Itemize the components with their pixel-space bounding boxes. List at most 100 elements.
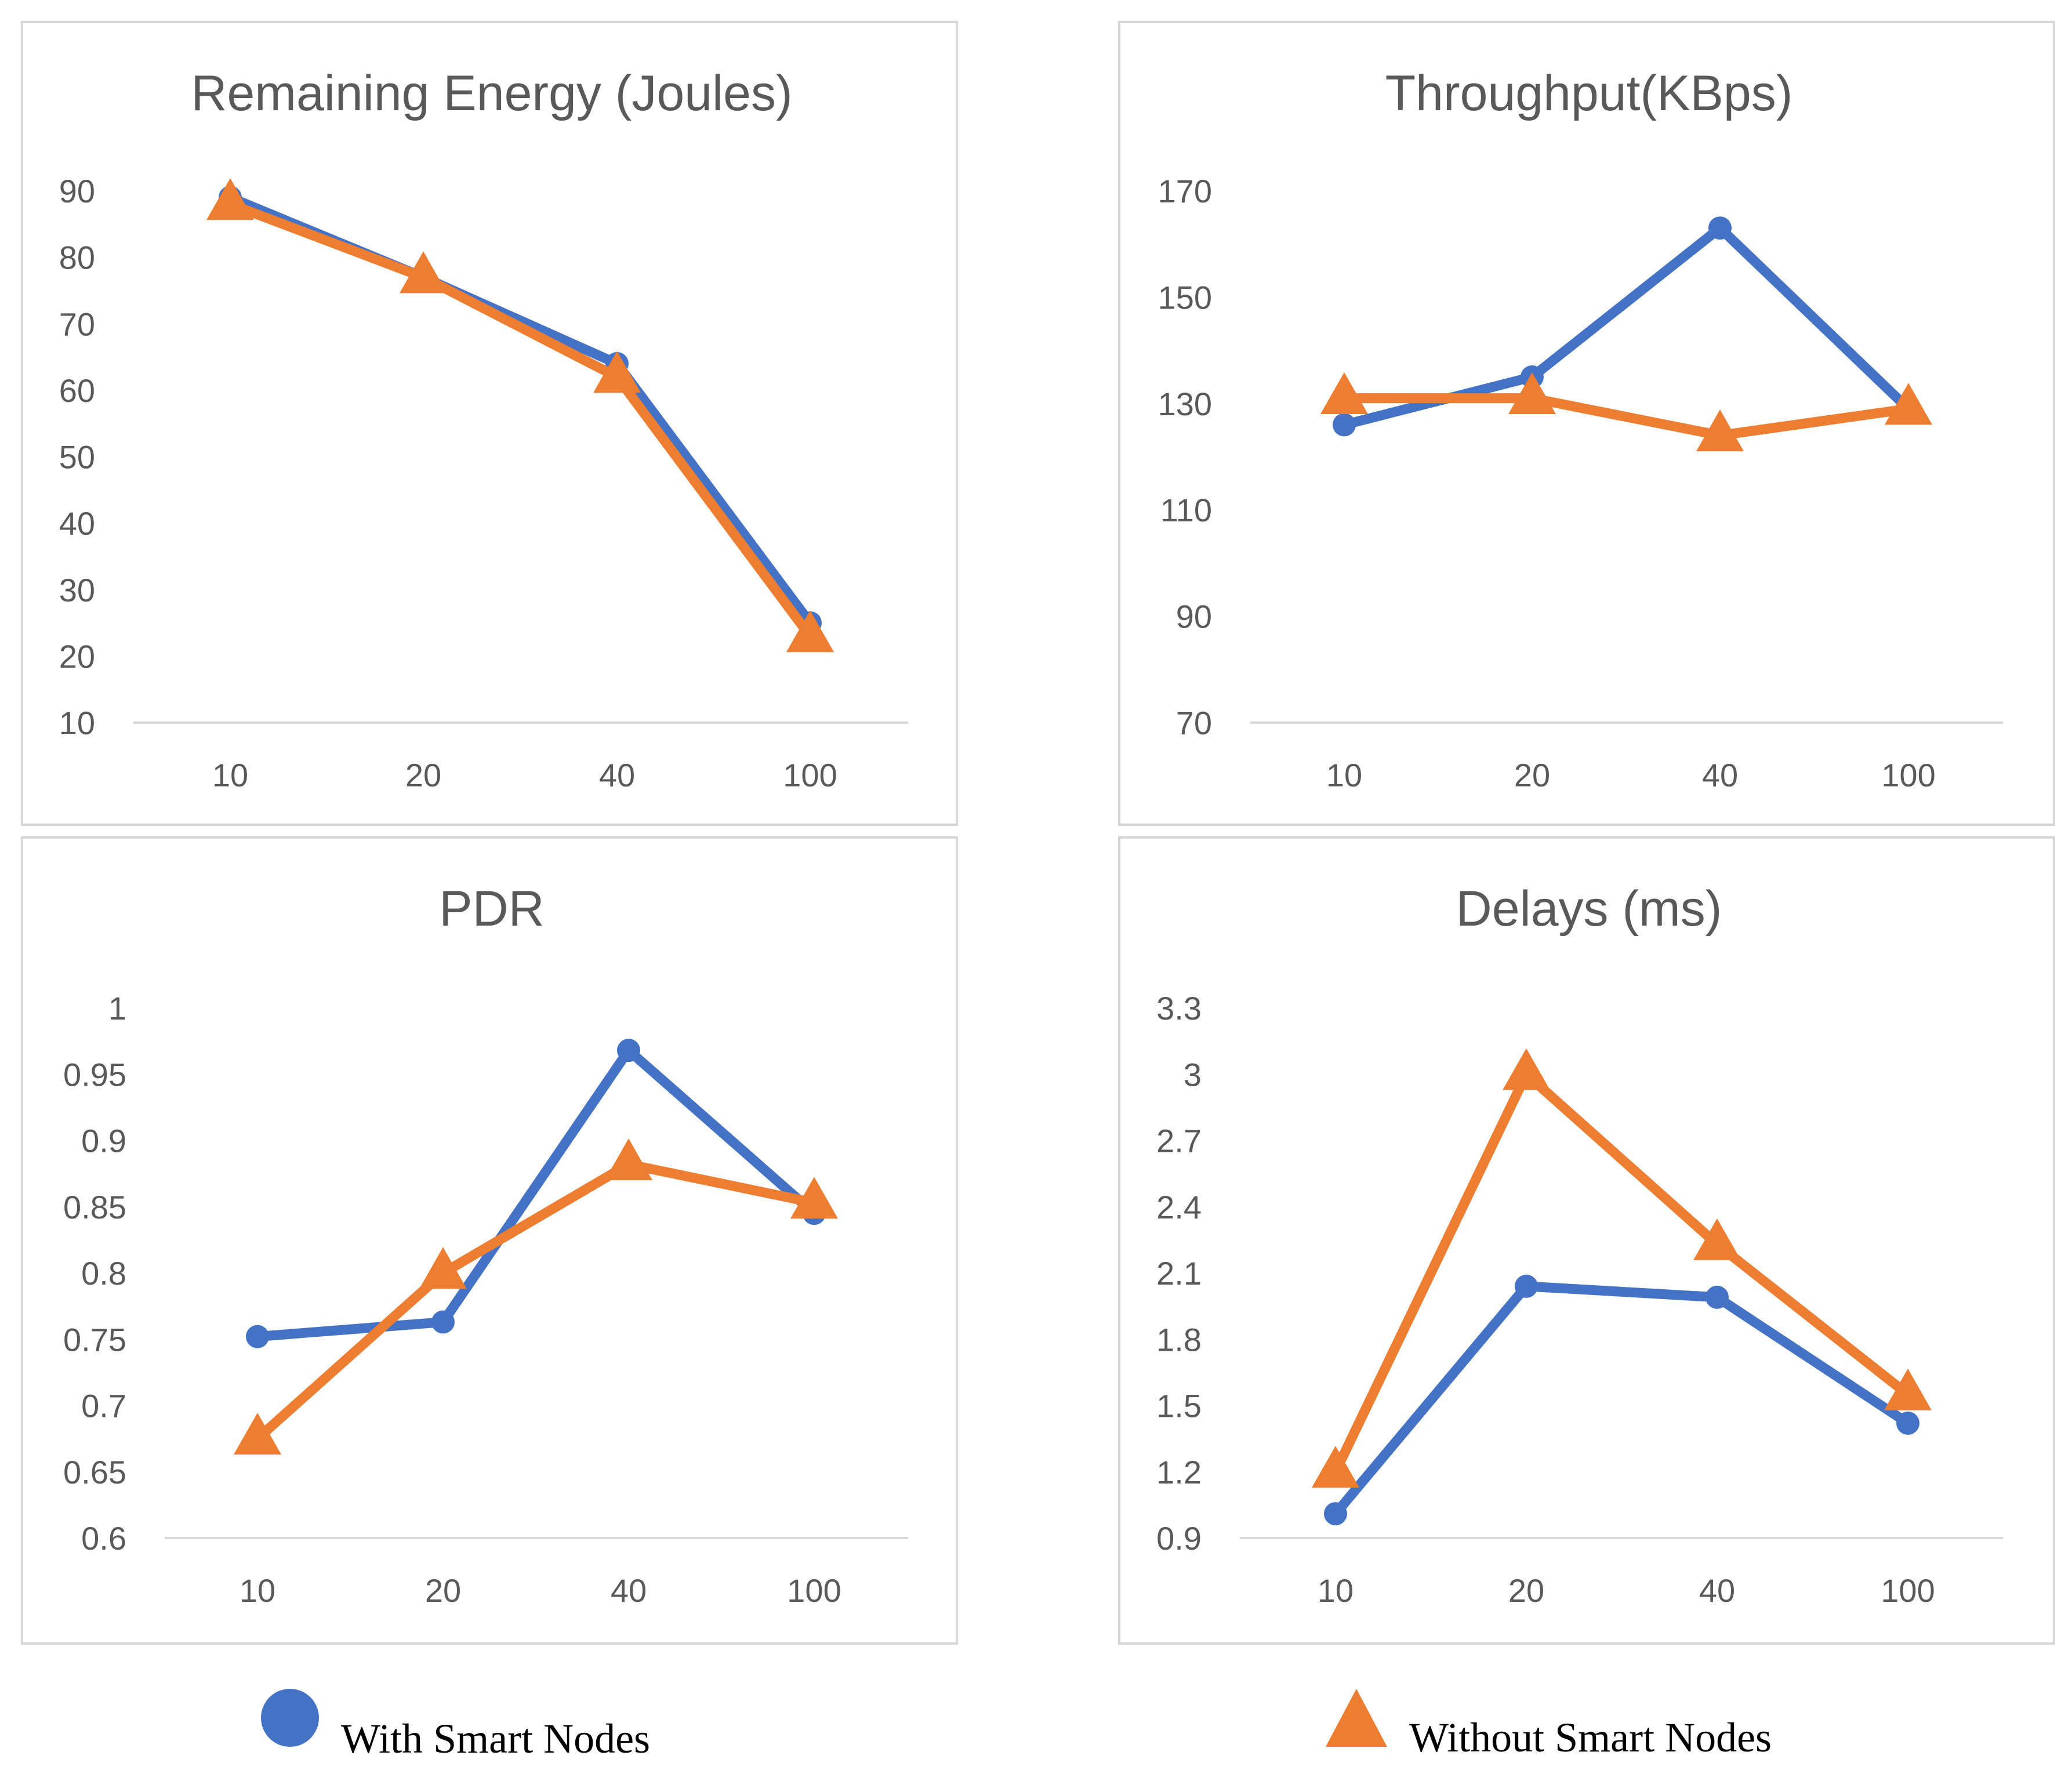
series-line-without-smart-nodes [252, 1159, 819, 1444]
data-point-with-smart-nodes [617, 1039, 640, 1062]
data-point-without-smart-nodes [206, 178, 254, 220]
y-tick-label: 0.9 [1156, 1520, 1202, 1557]
x-tick-label: 20 [405, 757, 441, 793]
x-tick-label: 100 [787, 1572, 841, 1609]
x-tick-label: 10 [1318, 1572, 1353, 1609]
y-tick-label: 3 [1184, 1056, 1202, 1093]
legend-circle-shape [261, 1689, 319, 1747]
y-tick-label: 0.8 [81, 1255, 126, 1292]
legend-without-smart-nodes: Without Smart Nodes [1325, 1688, 1772, 1761]
chart-panel-remaining-energy: Remaining Energy (Joules) 10 20 30 40 50 60 70 8… [21, 21, 958, 826]
chart-title: Delays (ms) [1456, 881, 1722, 937]
data-point-with-smart-nodes [1708, 216, 1732, 240]
x-tick-label: 100 [783, 757, 837, 793]
data-point-without-smart-nodes [1503, 1048, 1550, 1090]
y-tick-label: 1.5 [1156, 1388, 1202, 1424]
y-tick-label: 1.8 [1156, 1321, 1202, 1358]
data-point-without-smart-nodes [1508, 372, 1556, 414]
x-tick-label: 100 [1881, 1572, 1935, 1609]
chart-svg-delays: Delays (ms) 0.9 1.2 1.5 1.8 2.1 2.4 2.7 3 3.3 10 20… [1156, 881, 2003, 1609]
data-point-without-smart-nodes [400, 251, 447, 293]
y-tick-label: 2.1 [1156, 1255, 1202, 1292]
y-tick-label: 0.7 [81, 1388, 126, 1424]
y-tick-label: 10 [59, 705, 95, 741]
data-point-with-smart-nodes [1333, 413, 1356, 437]
y-tick-label: 1 [108, 990, 126, 1027]
y-tick-label: 0.65 [63, 1454, 126, 1490]
data-point-without-smart-nodes [786, 610, 834, 652]
chart-title: PDR [439, 881, 545, 937]
x-tick-label: 10 [240, 1572, 275, 1609]
data-point-without-smart-nodes [1696, 409, 1744, 452]
series-line-with-smart-nodes [1330, 1281, 1913, 1519]
x-tick-label: 10 [212, 757, 248, 793]
chart-svg-remaining-energy: Remaining Energy (Joules) 10 20 30 40 50 60 70 8… [59, 66, 908, 793]
y-tick-label: 20 [59, 638, 95, 674]
series-line-without-smart-nodes [1339, 393, 1914, 441]
data-point-with-smart-nodes [1324, 1502, 1347, 1526]
x-tick-label: 20 [1508, 1572, 1544, 1609]
legend-triangle-shape [1326, 1689, 1387, 1747]
y-tick-label: 0.6 [81, 1520, 126, 1557]
data-point-without-smart-nodes [234, 1412, 281, 1455]
chart-svg-throughput: Throughput(KBps) 70 90 110 130 150 170 10 20 40 10… [1158, 66, 2003, 793]
data-point-without-smart-nodes [1885, 383, 1932, 425]
data-point-without-smart-nodes [1312, 1446, 1359, 1488]
chart-panel-delays: Delays (ms) 0.9 1.2 1.5 1.8 2.1 2.4 2.7 3 3.3 10 20… [1118, 836, 2055, 1645]
data-point-without-smart-nodes [605, 1138, 652, 1180]
series-line-with-smart-nodes [225, 192, 815, 628]
x-tick-label: 40 [1702, 757, 1738, 793]
y-tick-label: 2.4 [1156, 1189, 1202, 1225]
x-tick-label: 40 [611, 1572, 647, 1609]
x-tick-label: 20 [1514, 757, 1550, 793]
y-tick-label: 0.75 [63, 1321, 126, 1358]
x-tick-label: 40 [599, 757, 635, 793]
legend-with-smart-nodes: With Smart Nodes [260, 1688, 650, 1762]
y-tick-label: 2.7 [1156, 1123, 1202, 1159]
y-tick-label: 1.2 [1156, 1454, 1202, 1490]
y-tick-label: 30 [59, 572, 95, 608]
y-tick-label: 70 [59, 306, 95, 342]
x-tick-label: 40 [1699, 1572, 1735, 1609]
y-tick-label: 40 [59, 505, 95, 542]
series-line-without-smart-nodes [1330, 1069, 1913, 1477]
legend-circle-marker-icon [261, 1689, 319, 1747]
legend-label-without-smart-nodes: Without Smart Nodes [1409, 1714, 1772, 1761]
chart-panel-pdr: PDR 0.6 0.65 0.7 0.75 0.8 0.85 0.9 0.95 1 10 20 40 10… [21, 836, 958, 1645]
x-tick-label: 100 [1881, 757, 1935, 793]
data-point-with-smart-nodes [1706, 1285, 1729, 1309]
y-tick-label: 70 [1176, 705, 1212, 741]
legend-triangle-marker-icon [1326, 1689, 1387, 1747]
chart-panel-throughput: Throughput(KBps) 70 90 110 130 150 170 10 20 40 10… [1118, 21, 2055, 826]
x-tick-label: 10 [1326, 757, 1362, 793]
y-tick-label: 90 [1176, 599, 1212, 635]
y-tick-label: 3.3 [1156, 990, 1202, 1027]
y-tick-label: 170 [1158, 173, 1212, 209]
series-line-with-smart-nodes [252, 1045, 819, 1342]
chart-svg-pdr: PDR 0.6 0.65 0.7 0.75 0.8 0.85 0.9 0.95 1 10 20 40 10… [63, 881, 908, 1609]
data-point-with-smart-nodes [431, 1310, 455, 1334]
data-point-without-smart-nodes [419, 1247, 467, 1289]
y-tick-label: 80 [59, 240, 95, 276]
y-tick-label: 0.9 [81, 1123, 126, 1159]
chart-title: Remaining Energy (Joules) [191, 66, 792, 121]
x-tick-label: 20 [425, 1572, 461, 1609]
y-tick-label: 90 [59, 173, 95, 209]
y-tick-label: 0.95 [63, 1056, 126, 1093]
data-point-with-smart-nodes [246, 1325, 269, 1348]
data-point-with-smart-nodes [1896, 1411, 1919, 1435]
data-point-without-smart-nodes [1320, 372, 1368, 414]
y-tick-label: 0.85 [63, 1189, 126, 1225]
chart-title: Throughput(KBps) [1385, 66, 1793, 121]
legend-label-with-smart-nodes: With Smart Nodes [341, 1715, 651, 1762]
data-point-without-smart-nodes [1884, 1368, 1932, 1410]
data-point-without-smart-nodes [593, 351, 641, 393]
data-point-without-smart-nodes [1693, 1218, 1741, 1260]
y-tick-label: 150 [1158, 279, 1212, 315]
y-tick-label: 110 [1160, 492, 1212, 528]
data-point-with-smart-nodes [1515, 1274, 1538, 1298]
data-point-without-smart-nodes [790, 1177, 838, 1219]
series-line-without-smart-nodes [225, 199, 815, 641]
y-tick-label: 60 [59, 372, 95, 409]
y-tick-label: 130 [1158, 386, 1212, 422]
